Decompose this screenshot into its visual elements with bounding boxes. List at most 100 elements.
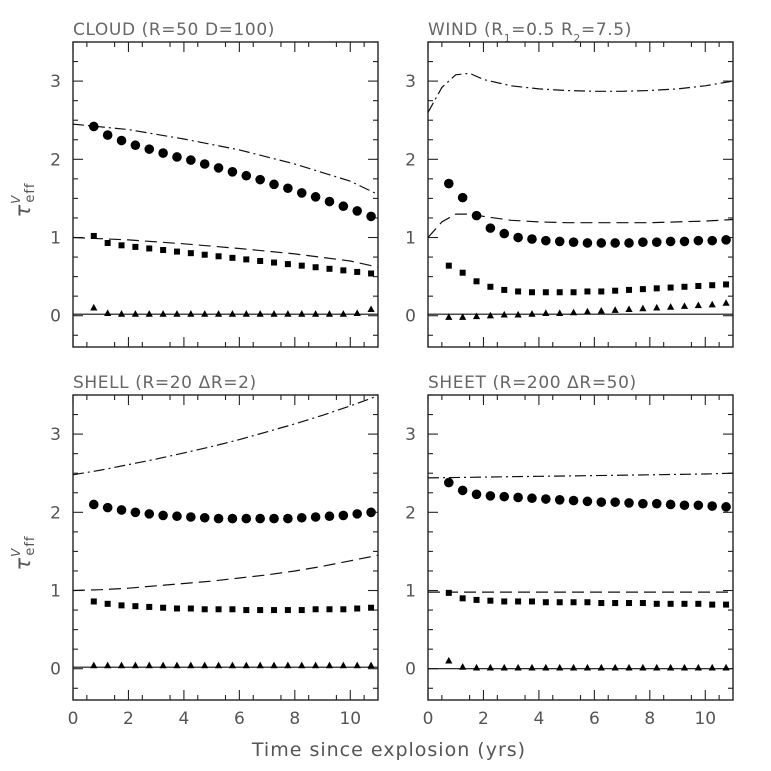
square-marker	[445, 262, 452, 269]
circle-marker	[624, 238, 634, 248]
dashed-line	[73, 236, 378, 268]
square-marker	[542, 289, 549, 296]
triangle-marker	[325, 661, 334, 669]
square-marker	[298, 607, 305, 614]
x-tick-label: 0	[68, 709, 79, 729]
triangle-marker	[339, 661, 347, 669]
triangle-marker	[228, 310, 237, 317]
circle-marker	[255, 513, 265, 524]
square-marker	[445, 589, 452, 596]
dashdot-line	[73, 395, 378, 476]
triangle-marker	[312, 661, 320, 669]
x-tick-label: 2	[123, 709, 134, 729]
circle-marker	[443, 178, 454, 189]
circle-marker	[610, 238, 620, 248]
triangle-marker	[694, 301, 702, 309]
square-marker	[257, 257, 264, 264]
triangle-marker	[597, 663, 605, 671]
triangle-marker	[131, 661, 139, 669]
square-marker	[312, 264, 319, 271]
triangle-marker	[187, 310, 195, 317]
circle-marker	[88, 121, 99, 132]
circle-marker	[130, 507, 141, 518]
circle-marker	[296, 512, 307, 523]
triangle-marker	[445, 656, 453, 664]
x-tick-label: 2	[478, 709, 489, 729]
square-marker	[598, 600, 605, 607]
triangle-marker	[611, 663, 619, 671]
square-marker	[584, 288, 591, 295]
triangle-marker	[187, 661, 195, 669]
triangle-marker	[104, 661, 112, 669]
circle-marker	[527, 493, 537, 504]
triangle-marker	[145, 661, 153, 669]
circle-marker	[352, 206, 363, 216]
square-marker	[626, 600, 633, 607]
triangle-marker	[528, 663, 536, 671]
panel-title: WIND (R1=0.5 R2=7.5)	[428, 20, 632, 45]
circle-marker	[721, 235, 731, 245]
panel-title-part: SHELL (R=20 ΔR=2)	[73, 373, 257, 393]
panel-title-part: 2	[573, 32, 581, 45]
square-marker	[639, 286, 646, 293]
plot-frame	[72, 41, 379, 348]
x-tick-label: 10	[694, 709, 716, 729]
circle-marker	[213, 513, 224, 524]
triangle-marker	[597, 307, 605, 314]
circle-marker	[665, 236, 676, 247]
circle-marker	[186, 512, 196, 522]
circle-marker	[651, 237, 662, 248]
triangle-marker	[486, 663, 494, 671]
circle-marker	[269, 179, 279, 190]
square-marker	[681, 283, 688, 290]
square-marker	[284, 607, 291, 614]
circle-marker	[554, 494, 565, 505]
square-marker	[146, 245, 153, 252]
square-marker	[459, 269, 466, 276]
square-marker	[354, 268, 361, 275]
circle-marker	[443, 477, 454, 488]
data-group	[73, 395, 378, 669]
triangle-marker	[667, 663, 675, 671]
square-marker	[709, 601, 716, 608]
triangle-marker	[214, 661, 223, 669]
square-marker	[695, 283, 702, 289]
square-marker	[584, 599, 591, 606]
circle-marker	[199, 512, 210, 523]
circle-marker	[541, 494, 551, 504]
x-axis-label: Time since explosion (yrs)	[251, 739, 526, 761]
circle-marker	[324, 511, 335, 522]
triangle-marker	[173, 310, 181, 317]
square-marker	[229, 254, 236, 261]
dashdot-line	[73, 123, 378, 196]
triangle-marker	[117, 661, 126, 669]
panel-title: SHEET (R=200 ΔR=50)	[428, 373, 637, 393]
square-marker	[187, 250, 194, 257]
circle-marker	[366, 507, 376, 518]
triangle-marker	[459, 663, 467, 670]
circle-marker	[693, 500, 704, 511]
circle-marker	[568, 495, 579, 506]
triangle-marker	[486, 311, 494, 319]
triangle-marker	[667, 303, 675, 310]
circle-marker	[283, 513, 293, 524]
square-marker	[354, 605, 361, 612]
circle-marker	[255, 174, 265, 185]
triangle-marker	[722, 299, 730, 306]
circle-marker	[721, 502, 731, 512]
square-marker	[340, 606, 347, 613]
triangle-marker	[680, 302, 689, 309]
triangle-marker	[653, 663, 661, 671]
y-tick-label: 1	[405, 229, 416, 249]
triangle-marker	[528, 310, 536, 317]
circle-marker	[471, 210, 482, 221]
y-axis-label-symbol: τ	[11, 204, 35, 218]
circle-marker	[310, 192, 321, 202]
square-marker	[556, 289, 563, 296]
circle-marker	[352, 509, 363, 519]
circle-marker	[707, 501, 718, 511]
dashed-line	[428, 213, 733, 238]
x-tick-label: 0	[423, 709, 434, 729]
square-marker	[723, 281, 730, 288]
circle-marker	[158, 510, 168, 521]
